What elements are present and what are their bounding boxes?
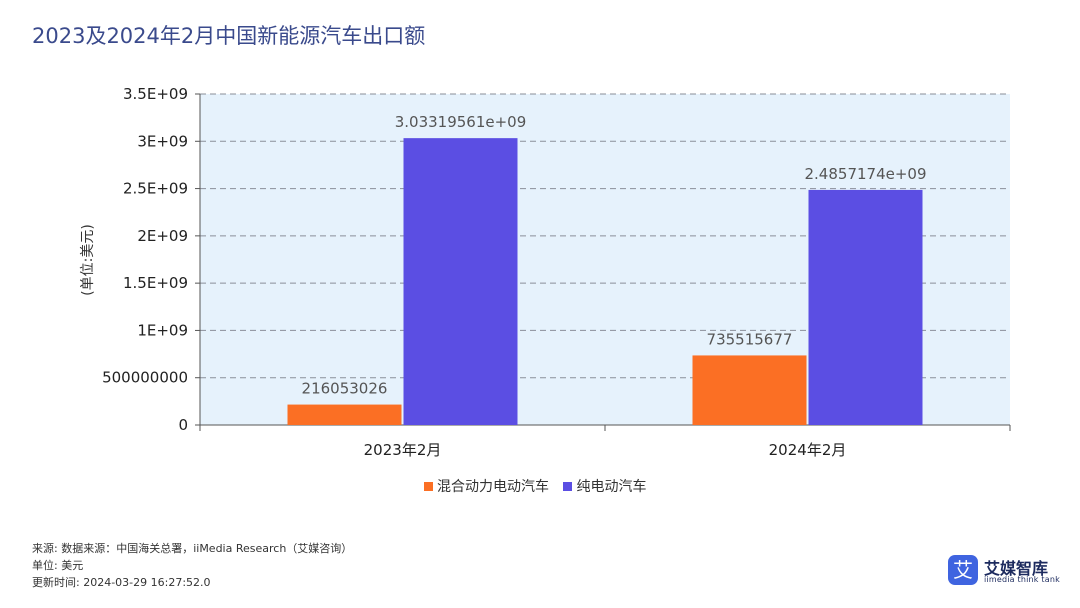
legend-swatch-ev: [563, 482, 573, 491]
bar: [808, 189, 923, 425]
x-tick-label: 2023年2月: [364, 441, 442, 459]
y-tick-label: 2.5E+09: [123, 180, 188, 198]
data-label: 2.4857174e+09: [805, 165, 927, 183]
data-label: 3.03319561e+09: [395, 113, 527, 131]
brand-logo: 艾 艾媒智库 iimedia think tank: [948, 555, 1068, 587]
y-tick-label: 1.5E+09: [123, 274, 188, 292]
legend-swatch-hybrid: [424, 482, 433, 491]
legend-label-ev: 纯电动汽车: [576, 479, 647, 495]
legend: 混合动力电动汽车 纯电动汽车: [424, 476, 656, 496]
legend-item-ev: 纯电动汽车: [563, 476, 646, 496]
footer: 来源: 数据来源：中国海关总署，iiMedia Research（艾媒咨询） 单…: [32, 540, 362, 591]
bar: [692, 355, 807, 425]
legend-item-hybrid: 混合动力电动汽车: [424, 476, 549, 496]
bar: [403, 138, 518, 425]
bar: [287, 404, 402, 425]
footer-source: 来源: 数据来源：中国海关总署，iiMedia Research（艾媒咨询）: [32, 542, 353, 555]
y-tick-label: 3.5E+09: [123, 85, 188, 103]
footer-unit: 单位: 美元: [32, 559, 84, 572]
y-tick-label: 2E+09: [137, 227, 188, 245]
logo-subtitle: iimedia think tank: [984, 575, 1060, 584]
data-label: 735515677: [707, 330, 793, 348]
y-tick-label: 500000000: [102, 369, 188, 387]
data-label: 216053026: [302, 380, 388, 398]
legend-label-hybrid: 混合动力电动汽车: [437, 479, 549, 495]
y-tick-label: 0: [178, 416, 188, 434]
chart-title: 2023及2024年2月中国新能源汽车出口额: [32, 24, 426, 48]
logo-mark-icon: 艾: [948, 555, 978, 585]
footer-updated: 更新时间: 2024-03-29 16:27:52.0: [32, 576, 211, 589]
x-tick-label: 2024年2月: [769, 441, 847, 459]
y-axis-label: (单位:美元): [80, 224, 96, 296]
y-tick-label: 1E+09: [137, 321, 188, 339]
logo-name: 艾媒智库: [984, 559, 1049, 578]
y-tick-label: 3E+09: [137, 132, 188, 150]
